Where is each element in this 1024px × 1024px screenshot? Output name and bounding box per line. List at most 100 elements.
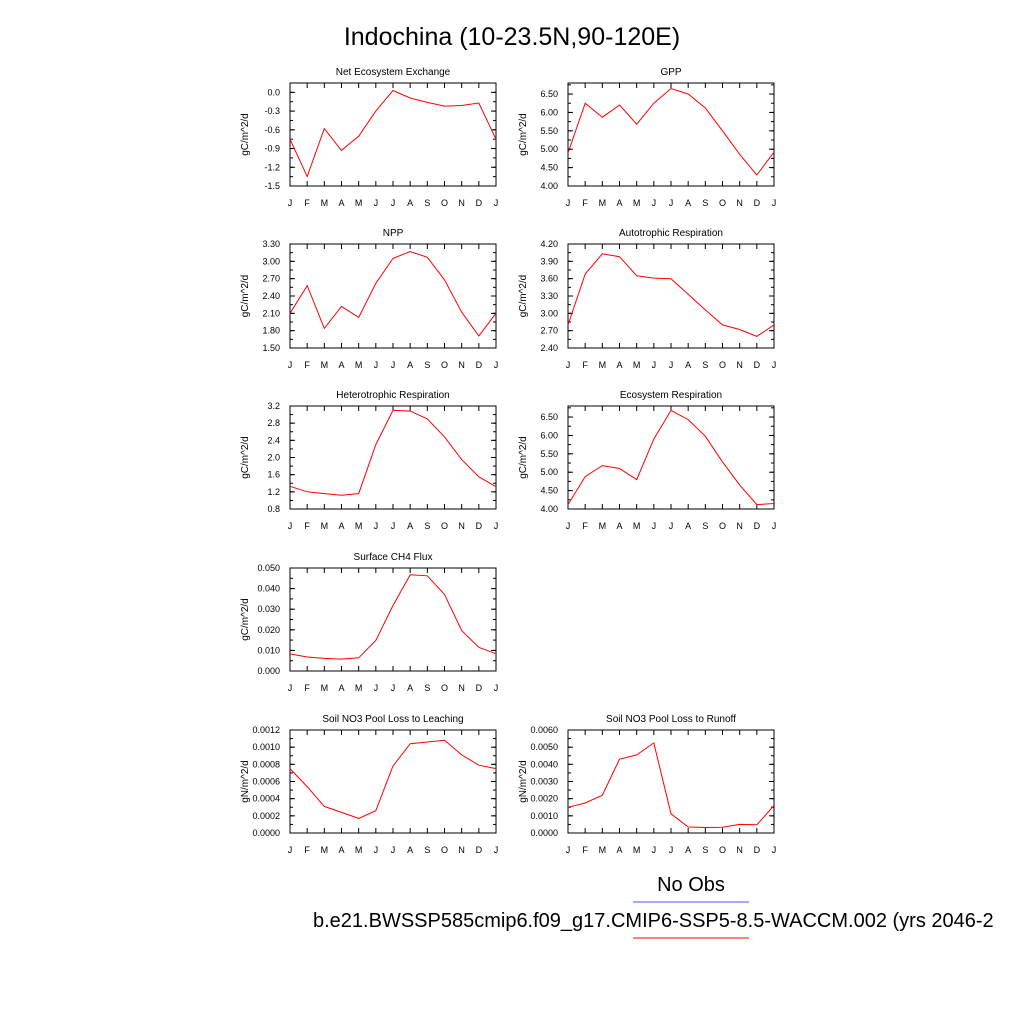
panel-title: Soil NO3 Pool Loss to Runoff — [606, 714, 736, 725]
x-tick-label: J — [391, 845, 396, 855]
x-tick-label: N — [736, 198, 743, 208]
y-tick-label: 3.90 — [540, 256, 558, 266]
x-tick-label: J — [494, 360, 499, 370]
x-tick-label: J — [772, 845, 777, 855]
x-tick-label: J — [288, 683, 293, 693]
chart-panel: Soil NO3 Pool Loss to Leaching gN/m^2/d J F… — [240, 714, 498, 855]
series-line — [289, 574, 497, 660]
y-tick-label: 0.0012 — [252, 725, 280, 735]
y-tick-label: 0.010 — [257, 645, 280, 655]
series-line — [567, 742, 775, 829]
x-tick-label: A — [338, 360, 344, 370]
panel-title: NPP — [383, 228, 404, 239]
y-tick-label: 2.10 — [262, 308, 280, 318]
x-tick-label: J — [288, 845, 293, 855]
panel-title: GPP — [660, 67, 681, 78]
x-tick-label: S — [424, 360, 430, 370]
x-tick-label: S — [424, 521, 430, 531]
x-tick-label: A — [338, 683, 344, 693]
figure-title: Indochina (10-23.5N,90-120E) — [344, 23, 680, 51]
x-tick-label: J — [374, 521, 379, 531]
y-axis-label: gC/m^2/d — [240, 598, 251, 641]
series-line — [567, 253, 775, 337]
x-tick-label: J — [374, 683, 379, 693]
x-tick-label: J — [566, 360, 571, 370]
legend: No Obs b.e21.BWSSP585cmip6.f09_g17.CMIP6… — [313, 874, 994, 939]
y-tick-label: 0.0006 — [252, 777, 280, 787]
x-tick-label: A — [616, 198, 622, 208]
y-tick-label: 0.8 — [267, 504, 280, 514]
plot-frame — [289, 729, 497, 834]
panel-title: Net Ecosystem Exchange — [336, 67, 451, 78]
x-tick-label: J — [391, 521, 396, 531]
x-tick-label: J — [494, 198, 499, 208]
x-tick-label: F — [582, 845, 588, 855]
x-tick-label: J — [288, 360, 293, 370]
panel-title: Heterotrophic Respiration — [336, 390, 449, 401]
x-tick-label: M — [321, 198, 329, 208]
x-tick-label: A — [685, 198, 691, 208]
x-tick-label: S — [424, 683, 430, 693]
y-axis-label: gC/m^2/d — [518, 436, 529, 479]
x-tick-label: J — [669, 845, 674, 855]
panel-title: Soil NO3 Pool Loss to Leaching — [322, 714, 463, 725]
x-tick-label: S — [702, 360, 708, 370]
y-tick-label: 0.0010 — [252, 742, 280, 752]
y-tick-label: 3.2 — [267, 401, 280, 411]
plot-frame — [567, 405, 775, 510]
x-tick-label: D — [754, 360, 761, 370]
x-tick-label: F — [304, 198, 310, 208]
y-tick-label: 1.50 — [262, 343, 280, 353]
x-tick-label: J — [391, 683, 396, 693]
x-tick-label: S — [424, 198, 430, 208]
x-tick-label: S — [424, 845, 430, 855]
y-tick-label: 0.0008 — [252, 759, 280, 769]
y-tick-label: 0.0020 — [530, 794, 558, 804]
x-tick-label: M — [355, 360, 363, 370]
x-tick-label: J — [566, 198, 571, 208]
x-tick-label: M — [599, 521, 607, 531]
y-tick-label: 5.50 — [540, 126, 558, 136]
y-tick-label: -0.9 — [264, 144, 280, 154]
x-tick-label: N — [736, 360, 743, 370]
y-tick-label: 4.20 — [540, 239, 558, 249]
x-tick-label: O — [441, 845, 448, 855]
x-tick-label: D — [476, 845, 483, 855]
y-tick-label: 5.00 — [540, 144, 558, 154]
x-tick-label: J — [288, 198, 293, 208]
x-tick-label: A — [338, 198, 344, 208]
y-tick-label: 3.60 — [540, 274, 558, 284]
plot-frame — [567, 243, 775, 349]
y-tick-label: 4.50 — [540, 486, 558, 496]
x-tick-label: M — [633, 198, 641, 208]
x-tick-label: D — [476, 198, 483, 208]
y-tick-label: 0.050 — [257, 563, 280, 573]
x-tick-label: M — [355, 845, 363, 855]
y-tick-label: 1.80 — [262, 326, 280, 336]
x-tick-label: J — [652, 521, 657, 531]
plot-frame — [567, 82, 775, 187]
x-tick-label: O — [719, 198, 726, 208]
x-tick-label: N — [458, 845, 465, 855]
x-tick-label: A — [338, 845, 344, 855]
y-tick-label: 0.0060 — [530, 725, 558, 735]
x-tick-label: F — [304, 683, 310, 693]
x-tick-label: J — [566, 845, 571, 855]
y-tick-label: 4.00 — [540, 181, 558, 191]
x-tick-label: A — [407, 360, 413, 370]
x-tick-label: J — [374, 360, 379, 370]
x-tick-label: D — [476, 360, 483, 370]
y-tick-label: -1.2 — [264, 162, 280, 172]
x-tick-label: A — [407, 683, 413, 693]
y-tick-label: 2.4 — [267, 435, 280, 445]
y-tick-label: 0.0 — [267, 87, 280, 97]
y-axis-label: gC/m^2/d — [240, 113, 251, 156]
y-tick-label: 0.0004 — [252, 794, 280, 804]
x-tick-label: N — [458, 360, 465, 370]
y-tick-label: 4.00 — [540, 504, 558, 514]
x-tick-label: O — [719, 521, 726, 531]
plot-frame — [289, 567, 497, 672]
